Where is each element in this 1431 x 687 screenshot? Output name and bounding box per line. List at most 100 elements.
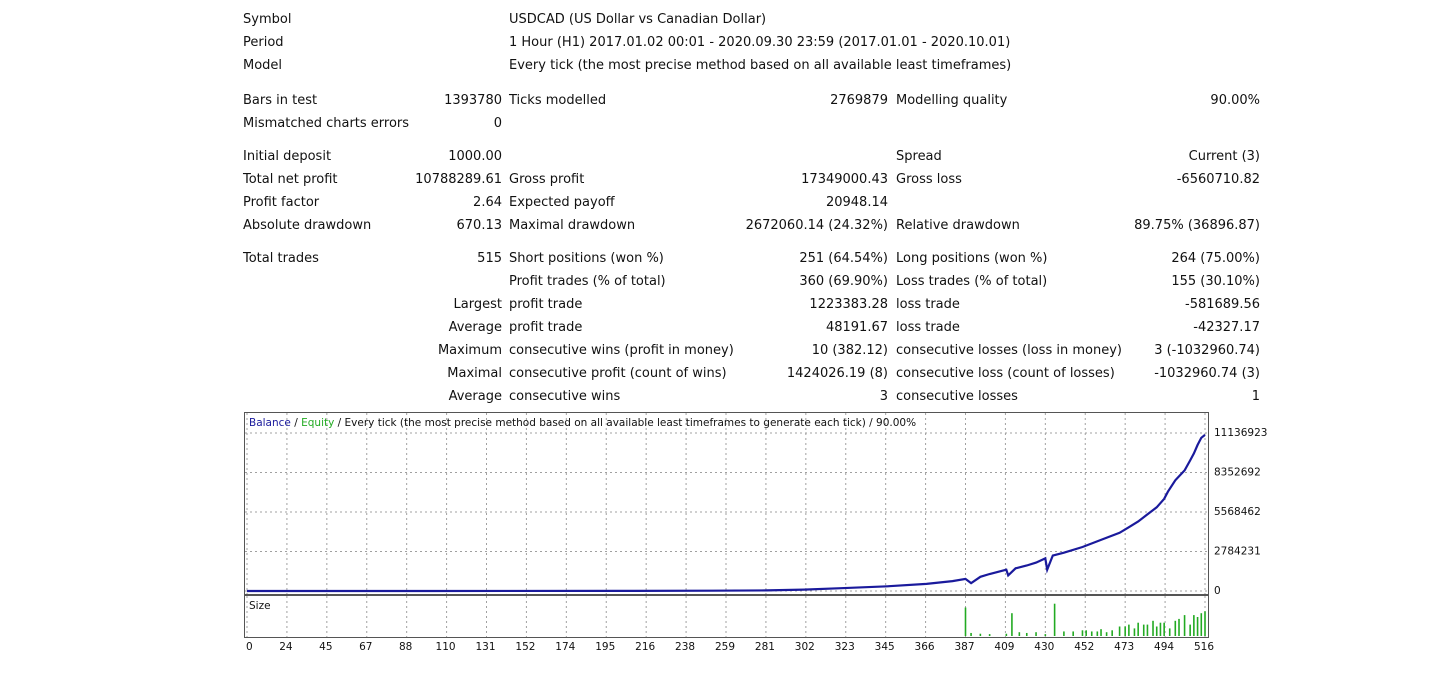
largest-profit-value: 1223383.28 [740,297,888,313]
legend-equity: Equity [301,417,334,429]
maximal-loss-label: consecutive loss (count of losses) [896,366,1115,382]
maximum-label: Maximum [380,343,502,359]
bars-label: Bars in test [243,93,317,109]
x-tick-label: 131 [475,641,495,653]
y-axis: 11136923 8352692 5568462 2784231 0 [1208,412,1288,612]
x-tick-label: 238 [675,641,695,653]
model-label: Model [243,58,282,74]
average-label: Average [380,320,502,336]
grossloss-value: -6560710.82 [1100,172,1260,188]
avg-wins-label: consecutive wins [509,389,620,405]
absdd-value: 670.13 [380,218,502,234]
long-label: Long positions (won %) [896,251,1047,267]
period-label: Period [243,35,284,51]
long-value: 264 (75.00%) [1100,251,1260,267]
ltrades-label: Loss trades (% of total) [896,274,1047,290]
x-tick-label: 67 [359,641,372,653]
max-losses-value: 3 (-1032960.74) [1100,343,1260,359]
symbol-value: USDCAD (US Dollar vs Canadian Dollar) [509,12,766,28]
max-losses-label: consecutive losses (loss in money) [896,343,1122,359]
spread-value: Current (3) [1100,149,1260,165]
grossloss-label: Gross loss [896,172,962,188]
average-profit-value: 48191.67 [740,320,888,336]
x-tick-label: 216 [635,641,655,653]
avg-wins-value: 3 [740,389,888,405]
ptrades-label: Profit trades (% of total) [509,274,666,290]
largest-loss-label: loss trade [896,297,960,313]
trades-label: Total trades [243,251,319,267]
trades-value: 515 [380,251,502,267]
largest-label: Largest [380,297,502,313]
mismatch-value: 0 [380,116,502,132]
x-tick-label: 259 [715,641,735,653]
size-chart: Size [244,595,1209,638]
maxdd-value: 2672060.14 (24.32%) [700,218,888,234]
average2-label: Average [380,389,502,405]
x-tick-label: 516 [1194,641,1214,653]
x-tick-label: 302 [795,641,815,653]
y-tick-label: 5568462 [1214,506,1261,518]
x-tick-label: 345 [875,641,895,653]
grossprofit-value: 17349000.43 [740,172,888,188]
symbol-label: Symbol [243,12,291,28]
profitfactor-value: 2.64 [380,195,502,211]
largest-loss-value: -581689.56 [1100,297,1260,313]
y-tick-label: 2784231 [1214,546,1261,558]
x-tick-label: 88 [399,641,412,653]
maximal-profit-value: 1424026.19 (8) [740,366,888,382]
x-tick-label: 195 [595,641,615,653]
average-loss-label: loss trade [896,320,960,336]
ptrades-value: 360 (69.90%) [740,274,888,290]
netprofit-label: Total net profit [243,172,338,188]
model-value: Every tick (the most precise method base… [509,58,1011,74]
avg-losses-label: consecutive losses [896,389,1018,405]
reldd-value: 89.75% (36896.87) [1100,218,1260,234]
largest-profit-label: profit trade [509,297,582,313]
x-tick-label: 473 [1114,641,1134,653]
x-tick-label: 0 [246,641,253,653]
x-tick-label: 387 [954,641,974,653]
ticks-value: 2769879 [740,93,888,109]
x-tick-label: 366 [915,641,935,653]
x-tick-label: 45 [319,641,332,653]
quality-value: 90.00% [1100,93,1260,109]
avg-losses-value: 1 [1100,389,1260,405]
legend-balance: Balance [249,417,291,429]
x-tick-label: 24 [279,641,293,653]
maximal-label: Maximal [380,366,502,382]
x-axis: 0 24 45 67 88 110 131 152 174 195 216 238 259 281 302 3… [240,637,1240,657]
payoff-label: Expected payoff [509,195,615,211]
quality-label: Modelling quality [896,93,1007,109]
deposit-label: Initial deposit [243,149,331,165]
reldd-label: Relative drawdown [896,218,1020,234]
absdd-label: Absolute drawdown [243,218,371,234]
ltrades-value: 155 (30.10%) [1100,274,1260,290]
max-wins-value: 10 (382.12) [740,343,888,359]
bars-value: 1393780 [380,93,502,109]
legend-description: / Every tick (the most precise method ba… [334,417,916,429]
x-tick-label: 409 [994,641,1014,653]
size-chart-svg [245,596,1208,637]
balance-chart-svg [245,413,1208,594]
x-tick-label: 110 [436,641,456,653]
x-tick-label: 152 [515,641,535,653]
profitfactor-label: Profit factor [243,195,319,211]
chart-legend: Balance / Equity / Every tick (the most … [249,416,916,430]
average-loss-value: -42327.17 [1100,320,1260,336]
grossprofit-label: Gross profit [509,172,584,188]
average-profit-label: profit trade [509,320,582,336]
maximal-profit-label: consecutive profit (count of wins) [509,366,727,382]
x-tick-label: 281 [755,641,775,653]
maximal-loss-value: -1032960.74 (3) [1100,366,1260,382]
x-tick-label: 323 [835,641,855,653]
y-tick-label: 11136923 [1214,427,1267,439]
maxdd-label: Maximal drawdown [509,218,635,234]
balance-chart: Balance / Equity / Every tick (the most … [244,412,1209,595]
y-tick-label: 8352692 [1214,467,1261,479]
payoff-value: 20948.14 [740,195,888,211]
short-value: 251 (64.54%) [740,251,888,267]
x-tick-label: 494 [1154,641,1174,653]
x-tick-label: 174 [555,641,575,653]
x-tick-label: 430 [1034,641,1054,653]
size-label: Size [249,599,271,613]
